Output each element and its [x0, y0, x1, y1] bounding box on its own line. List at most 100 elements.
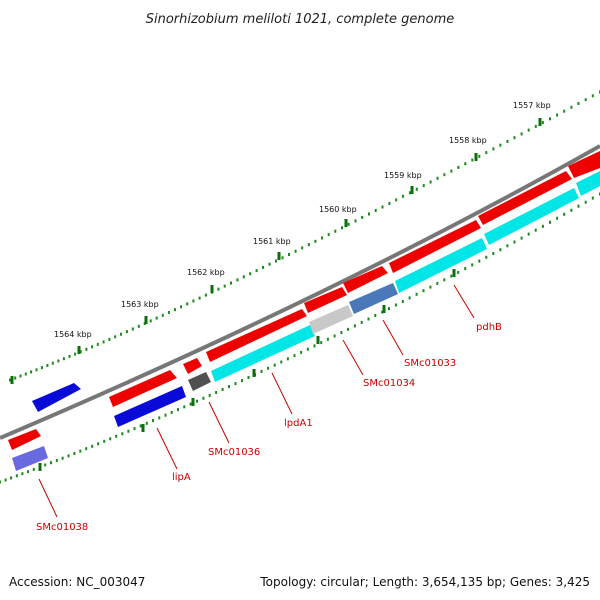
gene-feature-smc01038-forward[interactable]	[8, 429, 41, 450]
lower-track-minor-tick	[563, 212, 566, 216]
gene-label-lpdA1: lpdA1	[284, 418, 313, 429]
gene-feature-edge-forward[interactable]	[568, 151, 600, 178]
scale-track-minor-tick	[108, 337, 111, 341]
scale-track-minor-tick	[478, 154, 481, 158]
lower-track-minor-tick	[27, 470, 30, 474]
lower-track-minor-tick	[208, 393, 211, 397]
lower-track-minor-tick	[0, 480, 1, 484]
scale-track-minor-tick	[570, 105, 573, 109]
scale-track-minor-tick	[236, 278, 239, 282]
gene-feature-pdhB-forward[interactable]	[389, 220, 481, 273]
scale-track-minor-tick	[40, 366, 43, 370]
genome-backbone	[0, 144, 600, 440]
lower-track-minor-tick	[121, 432, 124, 436]
scale-track-minor-tick	[62, 357, 65, 361]
scale-major-tick	[10, 376, 14, 384]
gene-feature-edge[interactable]	[576, 171, 600, 196]
scale-track-minor-tick	[120, 332, 122, 336]
gene-feature-lpdA1[interactable]	[211, 325, 315, 382]
lower-track-minor-tick	[44, 463, 47, 467]
scale-track-minor-tick	[549, 117, 551, 121]
lower-track-minor-tick	[556, 216, 559, 220]
lower-track-minor-tick	[293, 354, 296, 358]
scale-track-minor-tick	[85, 347, 88, 351]
genome-summary-text: Topology: circular; Length: 3,654,135 bp…	[259, 575, 590, 589]
lower-track-minor-tick	[347, 327, 350, 331]
scale-label-1558: 1558 kbp	[449, 136, 487, 145]
lower-track-minor-tick	[520, 236, 523, 240]
lower-track-minor-tick	[10, 476, 13, 480]
gene-feature-lipA-forward[interactable]	[109, 370, 177, 407]
gene-feature-lipA[interactable]	[114, 386, 186, 427]
callout-lpdA1	[271, 372, 293, 415]
scale-label-1562: 1562 kbp	[187, 268, 225, 277]
scale-track-minor-tick	[368, 212, 370, 216]
scale-track-minor-tick	[96, 342, 99, 346]
gene-label-smc01038: SMc01038	[36, 522, 88, 533]
scale-track-minor-tick	[223, 284, 226, 288]
lower-track-minor-tick	[381, 310, 384, 314]
lower-track-minor-tick	[177, 408, 179, 412]
lower-track-minor-tick	[408, 296, 411, 300]
lower-track-minor-tick	[267, 366, 270, 370]
lower-track-minor-tick	[241, 379, 243, 383]
lower-track-minor-tick	[170, 410, 173, 414]
scale-track-minor-tick	[563, 109, 566, 113]
gene-feature-upper-right[interactable]	[484, 188, 579, 245]
scale-track-minor-tick	[30, 370, 33, 374]
scale-track-minor-tick	[541, 121, 544, 125]
scale-major-tick	[344, 219, 348, 227]
scale-track-minor-tick	[114, 335, 117, 339]
lower-track-minor-tick	[360, 320, 363, 324]
gene-feature-smc01033-forward[interactable]	[343, 266, 388, 293]
gene-feature-smc01038[interactable]	[12, 446, 48, 471]
lower-track-minor-tick	[353, 324, 356, 328]
lower-track-minor-tick	[340, 331, 343, 335]
lower-track-minor-tick	[189, 402, 192, 406]
scale-track-minor-tick	[374, 209, 377, 212]
lower-track-minor-tick	[115, 434, 118, 438]
lower-track-minor-tick	[450, 274, 453, 278]
scale-track-minor-tick	[249, 272, 252, 276]
scale-track-minor-tick	[354, 219, 357, 223]
lower-track-minor-tick	[196, 399, 198, 403]
lower-track-minor-tick	[415, 292, 418, 296]
scale-track	[9, 90, 600, 384]
gene-feature-upper-right-forward[interactable]	[478, 171, 572, 225]
scale-track-minor-tick	[51, 361, 54, 365]
scale-major-tick	[410, 186, 414, 194]
scale-track-minor-tick	[341, 226, 343, 230]
gene-feature-smc01036[interactable]	[188, 372, 211, 391]
scale-track-minor-tick	[520, 132, 523, 136]
gene-feature-smc01034-forward[interactable]	[304, 287, 347, 313]
gene-feature-smc01033[interactable]	[349, 283, 398, 314]
scale-track-minor-tick	[506, 139, 509, 143]
scale-track-minor-tick	[307, 243, 310, 247]
scale-track-minor-tick	[294, 249, 297, 253]
gene-feature-pdhB[interactable]	[395, 238, 487, 293]
lower-major-tick	[316, 336, 320, 344]
lower-major-tick	[382, 305, 386, 313]
lower-track-minor-tick	[158, 416, 161, 420]
scale-major-tick	[277, 252, 281, 260]
scale-track-minor-tick	[275, 259, 277, 263]
lower-track-minor-tick	[313, 344, 316, 348]
gene-feature-smc01036-forward[interactable]	[183, 358, 202, 374]
scale-track-minor-tick	[262, 265, 264, 269]
scale-track-minor-tick	[436, 176, 439, 180]
lower-track-minor-tick	[527, 232, 530, 236]
scale-track-minor-tick	[485, 151, 488, 155]
gene-feature-lpdA1-forward[interactable]	[206, 309, 307, 362]
lower-track-minor-tick	[4, 478, 7, 482]
gene-feature-smc01034[interactable]	[309, 305, 353, 334]
lower-track-minor-tick	[492, 252, 495, 255]
lower-track-minor-tick	[374, 314, 377, 317]
scale-track-minor-tick	[217, 287, 220, 291]
lower-track	[0, 192, 600, 484]
scale-track-minor-tick	[281, 256, 284, 260]
lower-track-minor-tick	[513, 240, 516, 244]
scale-label-1559: 1559 kbp	[384, 171, 422, 180]
callout-pdhB	[453, 284, 475, 319]
lower-track-minor-tick	[464, 267, 467, 271]
gene-feature-blue-upper[interactable]	[32, 383, 81, 412]
